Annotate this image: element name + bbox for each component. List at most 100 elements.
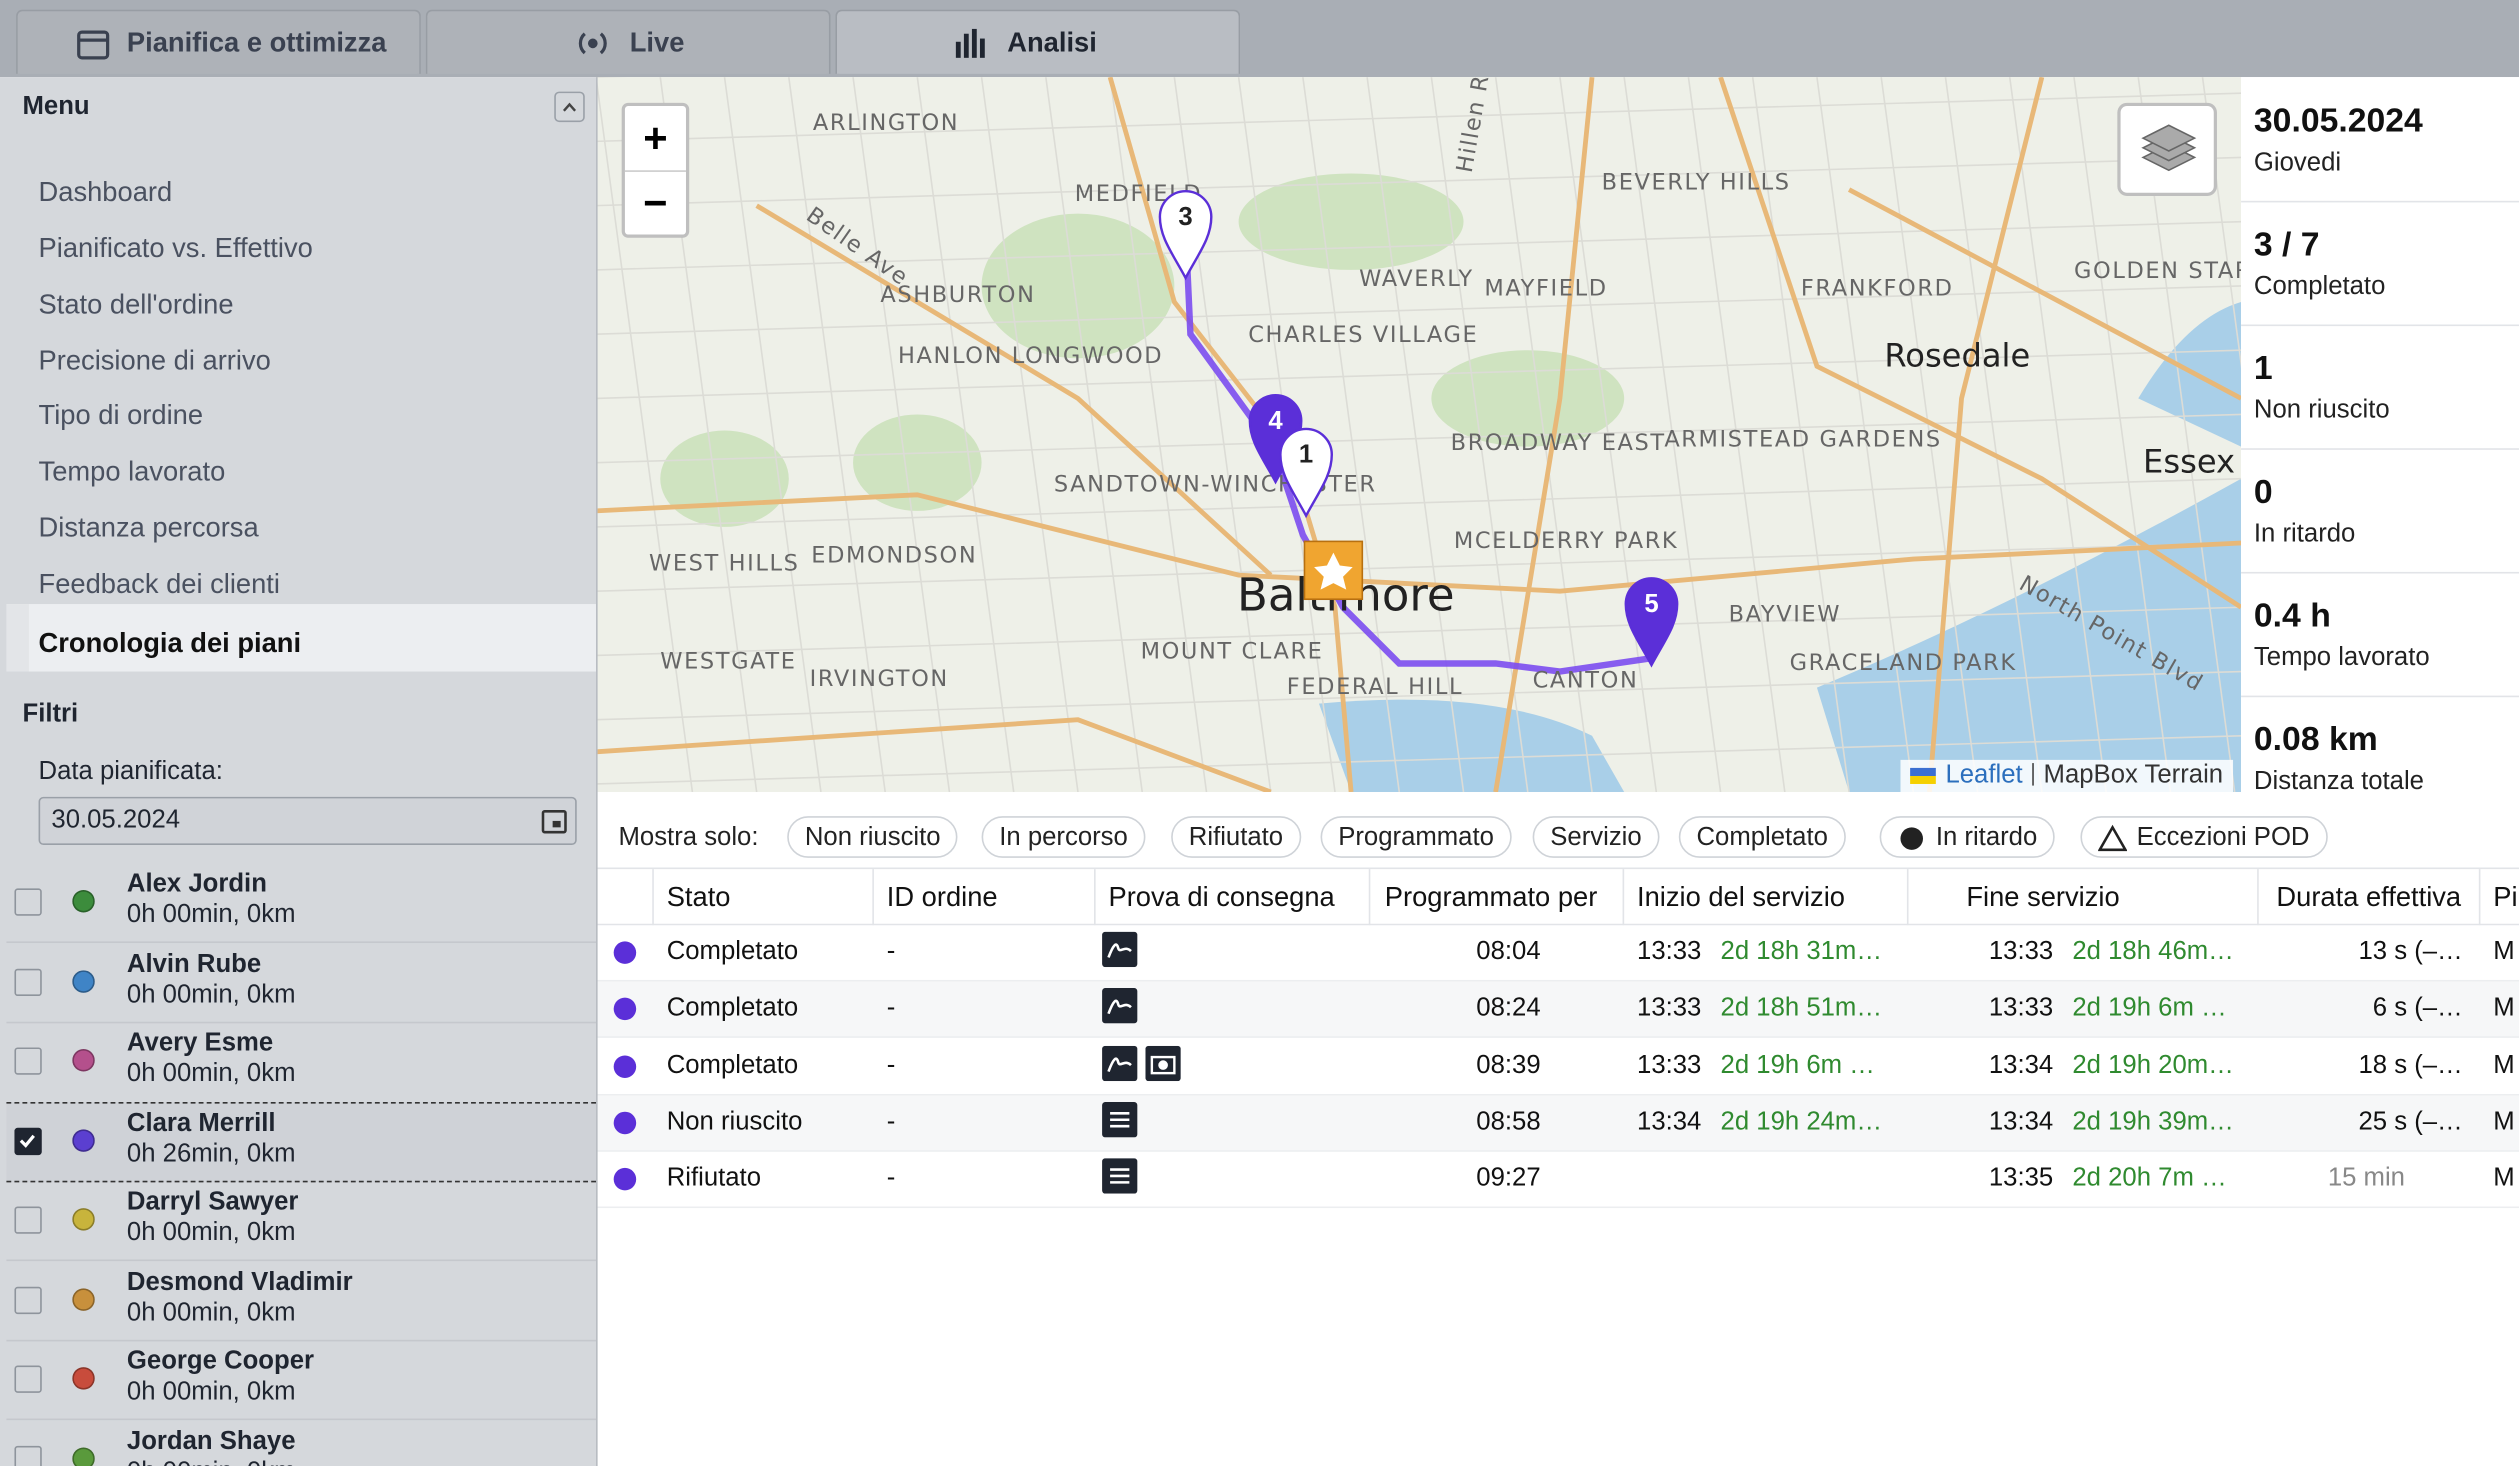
driver-name[interactable]: Alex Jordin xyxy=(126,870,267,899)
truncated-cell: M xyxy=(2493,938,2515,966)
column-header[interactable]: Fine servizio xyxy=(1966,881,2120,913)
checkbox[interactable] xyxy=(14,1286,42,1314)
status-dot xyxy=(613,998,637,1021)
map-label: WEST HILLS xyxy=(649,550,800,576)
marker-label: 4 xyxy=(1268,407,1283,435)
checkbox[interactable] xyxy=(14,1126,42,1155)
end-delta: 2d 20h 7m … xyxy=(2072,1165,2227,1193)
live xyxy=(587,38,598,49)
menu-item[interactable]: Stato dell'ordine xyxy=(38,289,234,320)
filter-chip[interactable]: Servizio xyxy=(1532,816,1660,858)
map-label: FRANKFORD xyxy=(1801,276,1954,302)
checkbox[interactable] xyxy=(14,1047,42,1075)
status: Non riuscito xyxy=(666,1108,803,1136)
column-header[interactable]: Programmato per xyxy=(1384,881,1598,913)
driver-color xyxy=(72,1446,95,1466)
filter-chip[interactable]: In percorso xyxy=(981,816,1146,858)
filter-chip[interactable]: Programmato xyxy=(1320,816,1512,858)
table-row[interactable] xyxy=(596,1095,2519,1152)
menu-item[interactable]: Tipo di ordine xyxy=(38,400,204,431)
driver-name[interactable]: George Cooper xyxy=(126,1347,315,1376)
driver-name[interactable]: Alvin Rube xyxy=(126,950,262,978)
street xyxy=(787,77,886,793)
checkbox[interactable] xyxy=(14,967,42,996)
start-time: 13:33 xyxy=(1637,938,1702,966)
layers-button[interactable] xyxy=(2117,102,2217,196)
zoom-control: + − xyxy=(621,102,690,238)
table-row[interactable] xyxy=(596,1038,2519,1095)
table-row[interactable] xyxy=(596,925,2519,982)
filter-chip[interactable]: Completato xyxy=(1678,816,1846,858)
street xyxy=(596,477,2242,528)
menu-item[interactable]: Distanza percorsa xyxy=(38,512,259,543)
map-label: HANLON LONGWOOD xyxy=(898,343,1163,369)
collapse-button[interactable] xyxy=(554,91,585,123)
stat-value: 1 xyxy=(2253,350,2273,388)
column-border xyxy=(652,869,654,926)
column-border xyxy=(872,869,874,926)
road xyxy=(1493,77,1595,793)
clock-icon xyxy=(1900,827,1923,850)
tab-icon xyxy=(955,28,985,58)
driver-name[interactable]: Avery Esme xyxy=(126,1029,274,1058)
checkbox[interactable] xyxy=(14,1445,42,1466)
checkbox[interactable] xyxy=(14,1365,42,1393)
street xyxy=(1302,77,1401,793)
stat-label: Giovedi xyxy=(2253,149,2342,177)
menu-item[interactable]: Cronologia dei piani xyxy=(38,628,302,659)
checkbox[interactable] xyxy=(14,888,42,916)
tab[interactable]: Pianifica e ottimizza xyxy=(16,9,421,74)
zoom-in[interactable]: + xyxy=(624,106,686,172)
end-time: 13:34 xyxy=(1988,1108,2054,1136)
date-label: Data pianificata: xyxy=(38,758,223,786)
street xyxy=(1109,77,1208,793)
street xyxy=(596,92,2242,143)
driver-summary: 0h 00min, 0km xyxy=(126,901,296,929)
driver-name[interactable]: Darryl Sawyer xyxy=(126,1188,299,1217)
map-label: MCELDERRY PARK xyxy=(1454,528,1678,554)
date-input[interactable]: 30.05.2024 xyxy=(38,796,577,846)
driver-name[interactable]: Jordan Shaye xyxy=(126,1427,296,1455)
driver-name[interactable]: Clara Merrill xyxy=(126,1109,276,1137)
driver-name[interactable]: Desmond Vladimir xyxy=(126,1268,353,1296)
street xyxy=(596,413,2242,464)
truncated-cell: M xyxy=(2493,1165,2515,1193)
column-header[interactable]: ID ordine xyxy=(886,881,998,913)
water xyxy=(1816,478,2242,793)
menu-item[interactable]: Dashboard xyxy=(38,176,173,208)
column-header[interactable]: Prova di consegna xyxy=(1108,881,1335,913)
menu-item[interactable]: Pianificato vs. Effettivo xyxy=(38,232,313,264)
column-header[interactable]: Pi xyxy=(2493,881,2518,913)
row-divider xyxy=(6,1339,597,1341)
street xyxy=(596,156,2242,207)
tab-label: Live xyxy=(629,27,685,58)
bars xyxy=(971,28,977,58)
table-row[interactable] xyxy=(596,1152,2519,1209)
checkbox[interactable] xyxy=(14,1206,42,1234)
column-header[interactable]: Stato xyxy=(666,881,731,913)
leaflet-link[interactable]: Leaflet xyxy=(1945,761,2023,789)
filter-chip[interactable]: In ritardo xyxy=(1879,816,2055,858)
signature-icon xyxy=(1102,931,1138,968)
column-header[interactable]: Durata effettiva xyxy=(2276,881,2462,913)
menu-item[interactable]: Tempo lavorato xyxy=(38,456,226,487)
zoom-out[interactable]: − xyxy=(643,178,668,227)
table-row[interactable] xyxy=(596,982,2519,1039)
tab[interactable]: Live xyxy=(425,9,831,74)
menu-item[interactable]: Precisione di arrivo xyxy=(38,345,271,376)
stat-divider xyxy=(2241,324,2519,327)
driver-color xyxy=(72,1049,95,1072)
driver-summary: 0h 00min, 0km xyxy=(126,1298,296,1327)
map-label: WESTGATE xyxy=(660,648,796,674)
menu-active-bg xyxy=(6,604,597,672)
column-header[interactable]: Inizio del servizio xyxy=(1637,881,1845,913)
filter-chip[interactable]: Rifiutato xyxy=(1171,816,1301,858)
tab[interactable]: Analisi xyxy=(835,9,1241,74)
street xyxy=(1751,77,1850,793)
start-time: 13:33 xyxy=(1637,994,1702,1023)
filter-chip[interactable]: Non riuscito xyxy=(787,816,959,858)
filter-chip[interactable]: Eccezioni POD xyxy=(2080,816,2328,858)
menu-item[interactable]: Feedback dei clienti xyxy=(38,568,280,600)
row-divider xyxy=(6,1020,597,1023)
driver-color xyxy=(72,1367,95,1390)
